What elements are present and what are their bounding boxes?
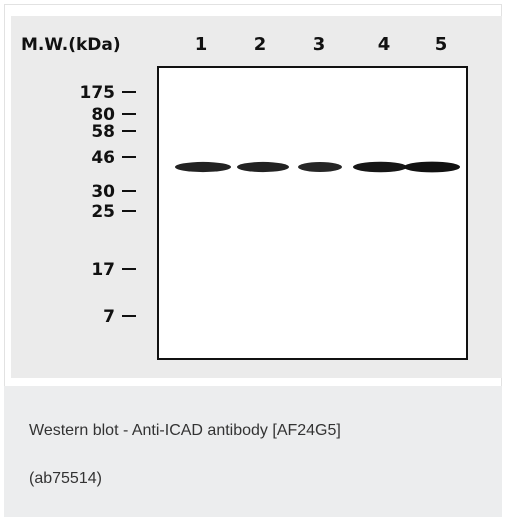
marker-label-17: 17 [91,260,115,280]
marker-label-80: 80 [91,105,115,125]
marker-label-175: 175 [80,83,116,103]
lane-label-4: 4 [378,34,391,55]
marker-label-7: 7 [103,307,115,327]
caption-catalog-number: (ab75514) [29,470,102,487]
marker-label-25: 25 [91,202,115,222]
lane-label-5: 5 [435,34,448,55]
band-lane-5 [404,161,460,173]
blot-membrane [157,66,468,360]
marker-label-58: 58 [91,122,115,142]
lane-label-2: 2 [254,34,267,55]
western-blot-figure: M.W.(kDa) 1 2 3 4 5 175 80 58 46 30 25 17 7 [11,16,502,378]
marker-label-30: 30 [91,182,115,202]
marker-label-46: 46 [91,148,115,168]
band-lane-1 [175,161,231,173]
band-lane-3 [298,162,342,172]
caption-title: Western blot - Anti-ICAD antibody [AF24G… [29,422,341,439]
band-row [175,161,460,173]
mw-header: M.W.(kDa) [21,35,121,55]
lane-labels: 1 2 3 4 5 [195,34,448,55]
lane-label-3: 3 [313,34,326,55]
caption-panel: Western blot - Anti-ICAD antibody [AF24G… [4,386,502,517]
band-lane-4 [353,161,407,173]
lane-label-1: 1 [195,34,208,55]
band-lane-2 [237,161,289,173]
